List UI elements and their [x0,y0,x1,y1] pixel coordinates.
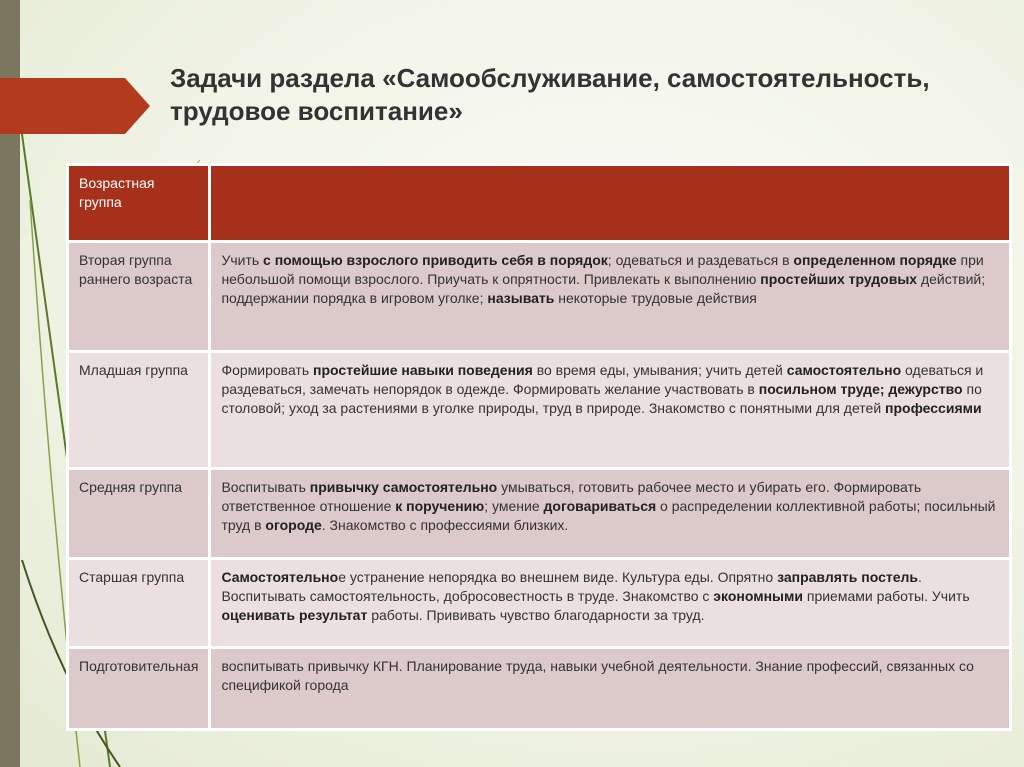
header-content [208,163,1012,243]
text: Воспитывать [221,479,310,495]
text: по столовой; уход за растениями в уголке… [221,381,982,416]
text: Учить [221,252,264,268]
table-row: Вторая группа раннего возраста Учить с по… [65,240,1012,353]
title-arrow-shape [0,78,150,134]
bold-text: договариваться [543,498,657,514]
tasks-cell: Самостоятельное устранение непорядка во … [208,557,1012,649]
text: приемами работы. Учить [802,588,970,604]
bold-text: определенном порядке [793,252,957,268]
table-row: Младшая группа Формировать простейшие нав… [65,350,1012,470]
text: воспитывать привычку КГН. Планирование т… [221,658,974,693]
bold-text: Самостоятельно [221,569,339,585]
bold-text: огороде [265,517,322,533]
slide-title: Задачи раздела «Самообслуживание, самост… [170,63,930,126]
age-group-cell: Подготовительная [65,646,212,731]
text: е устранение непорядка во внешнем виде. … [338,569,778,585]
bold-text: называть [487,290,555,306]
text: умываться, готовить рабочее место и убир… [221,479,922,514]
text: одеваться и раздеваться, замечать непоря… [221,362,984,397]
text: о распределении коллективной работы; пос… [221,498,996,533]
age-group-cell: Младшая группа [65,350,212,470]
bold-text: простейших трудовых [760,271,918,287]
bold-text: с помощью взрослого приводить себя в пор… [263,252,608,268]
text: Формировать [221,362,314,378]
text: во время еды, умывания; учить детей [532,362,787,378]
header-group: Возрастная группа [65,163,212,243]
table-row: Подготовительная воспитывать привычку КГ… [65,646,1012,731]
text: работы. Прививать чувство благодарности … [367,607,705,623]
tasks-table: Возрастная группа Вторая группа раннего … [65,163,1012,731]
bold-text: оценивать результат [221,607,368,623]
text: действий; поддержании порядка в игровом … [221,271,986,306]
bold-text: простейшие навыки поведения [313,362,533,378]
table-header-row: Возрастная группа [65,163,1012,243]
tasks-cell: Учить с помощью взрослого приводить себя… [208,240,1012,353]
tasks-cell: Формировать простейшие навыки поведения … [208,350,1012,470]
age-group-cell: Вторая группа раннего возраста [65,240,212,353]
bold-text: самостоятельно [786,362,902,378]
bold-text: посильном труде; дежурство [758,381,963,397]
table-row: Средняя группа Воспитывать привычку самос… [65,467,1012,560]
age-group-cell: Средняя группа [65,467,212,560]
text: при небольшой помощи взрослого. Приучать… [221,252,984,287]
bold-text: экономными [713,588,803,604]
tasks-cell: Воспитывать привычку самостоятельно умыв… [208,467,1012,560]
text: некоторые трудовые действия [554,290,757,306]
text: . Знакомство с профессиями близких. [321,517,569,533]
bold-text: привычку самостоятельно [309,479,498,495]
tasks-cell: воспитывать привычку КГН. Планирование т… [208,646,1012,731]
text: ; умение [484,498,544,514]
text: . Воспитывать самостоятельность, добросо… [221,569,922,604]
text: ; одеваться и раздеваться в [607,252,794,268]
bold-text: к поручению [395,498,485,514]
bold-text: заправлять постель [777,569,919,585]
table-row: Старшая группа Самостоятельное устранение… [65,557,1012,649]
age-group-cell: Старшая группа [65,557,212,649]
sidebar-bar [0,0,20,767]
bold-text: профессиями [885,400,982,416]
